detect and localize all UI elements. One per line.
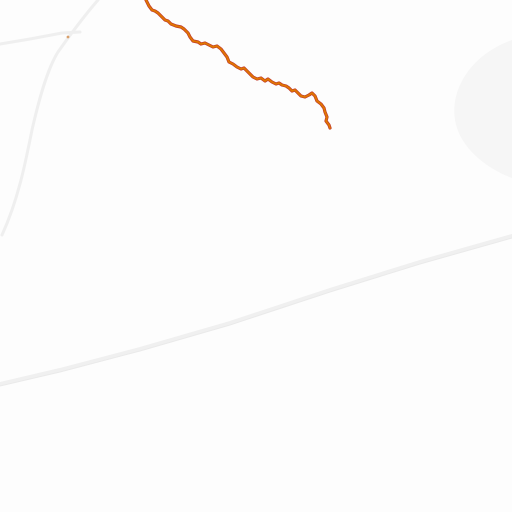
main-road-diagonal [0, 234, 512, 386]
minor-road-west [0, 0, 100, 237]
track-casing [144, 0, 332, 130]
poi-marker[interactable] [66, 35, 70, 39]
track-line[interactable] [145, 0, 331, 129]
relief-shading [454, 40, 512, 178]
main-road-diagonal-edge [0, 237, 512, 387]
